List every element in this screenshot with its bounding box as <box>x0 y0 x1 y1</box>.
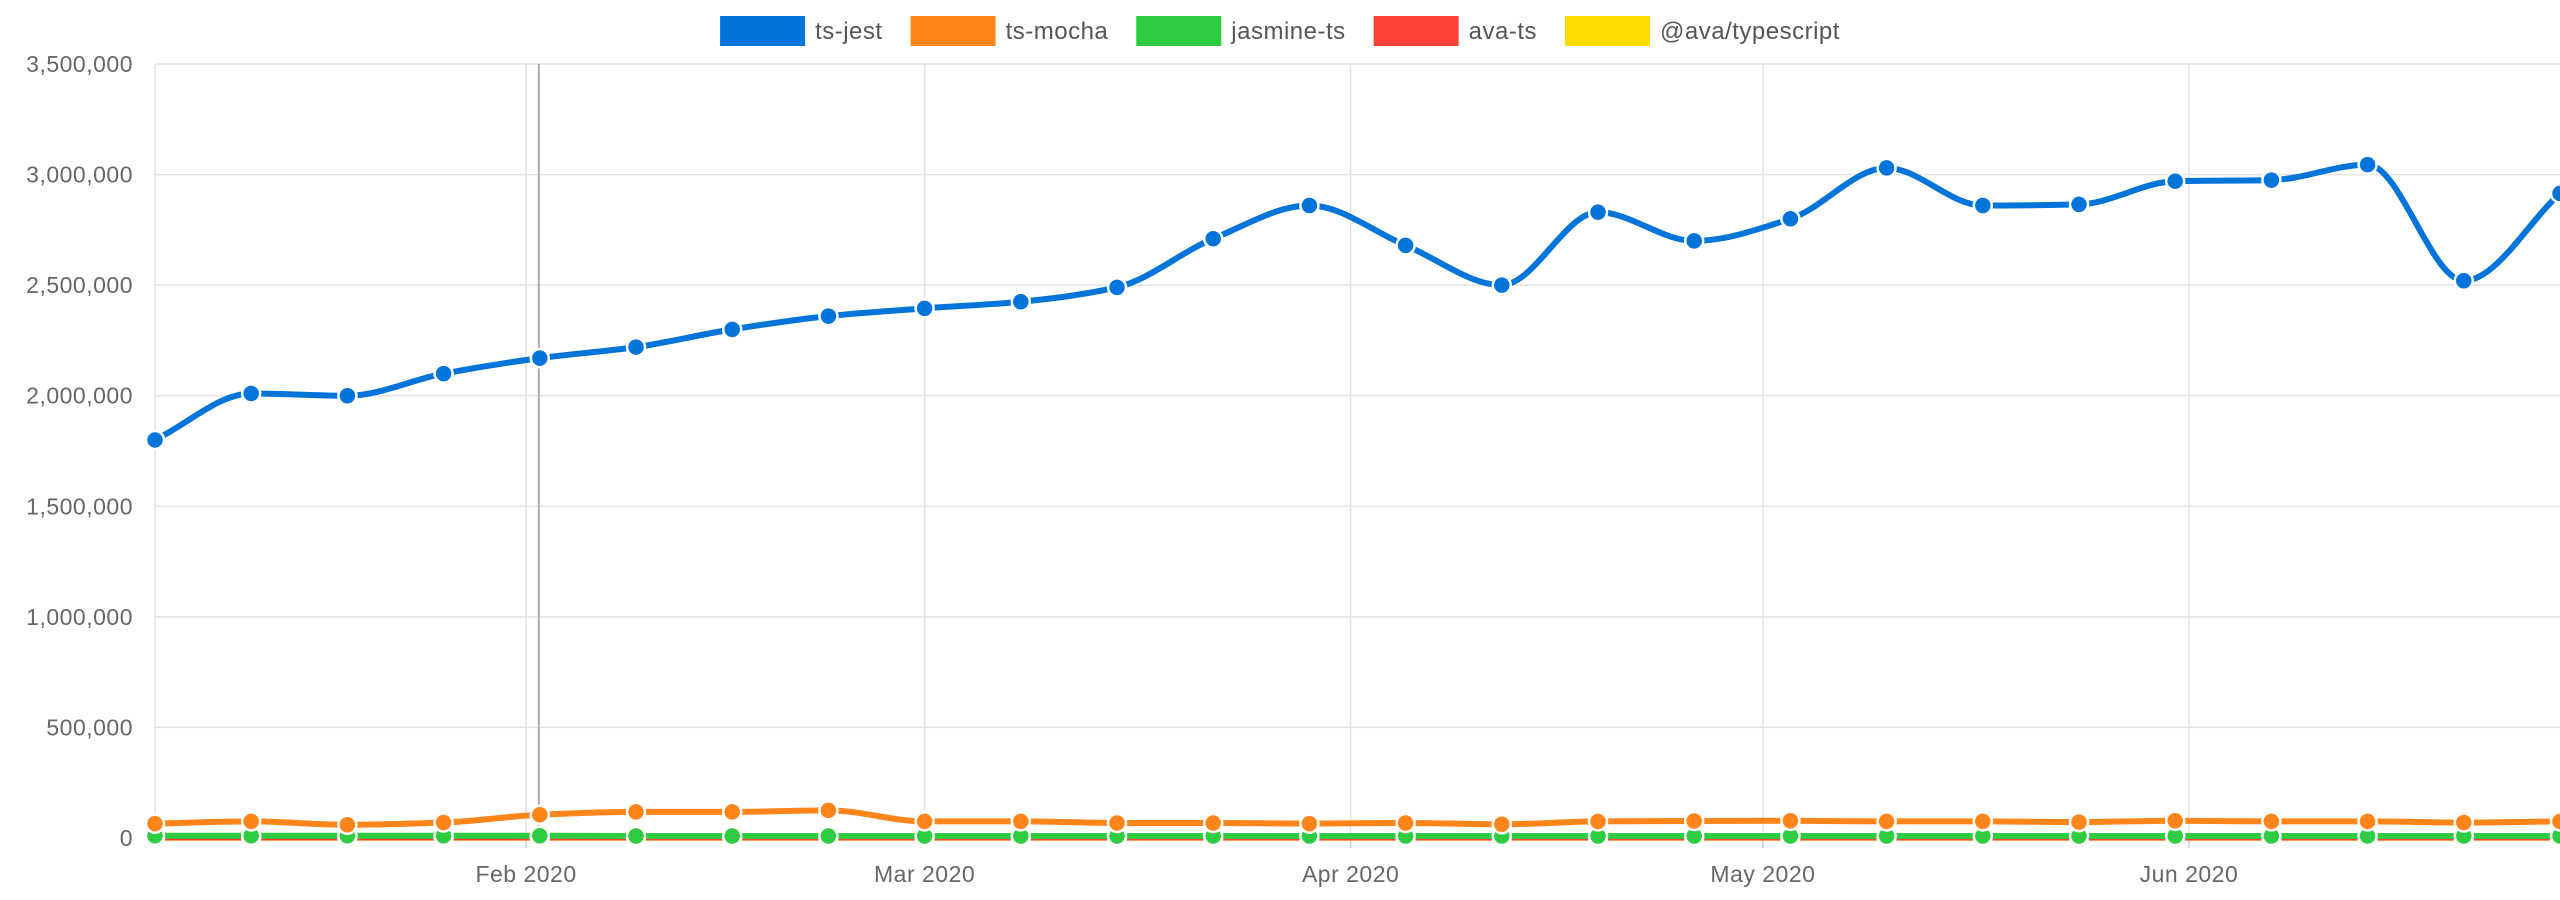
legend-swatch <box>1564 16 1650 46</box>
data-point[interactable] <box>337 814 358 835</box>
legend-label: @ava/typescript <box>1660 18 1840 45</box>
legend-item-ava-typescript[interactable]: @ava/typescript <box>1564 16 1840 46</box>
data-point[interactable] <box>337 385 358 406</box>
data-point[interactable] <box>1395 235 1416 256</box>
data-point[interactable] <box>2549 183 2560 204</box>
data-point[interactable] <box>1299 195 1320 216</box>
series-line <box>152 161 2560 443</box>
y-tick-label: 1,500,000 <box>26 493 133 519</box>
data-point[interactable] <box>1876 811 1897 832</box>
series-jasmine-ts <box>144 825 2560 847</box>
legend-swatch <box>1373 16 1459 46</box>
data-point[interactable] <box>1010 291 1032 312</box>
legend-swatch <box>910 16 996 46</box>
data-point[interactable] <box>1780 208 1801 230</box>
y-tick-label: 3,500,000 <box>26 51 133 77</box>
y-tick-label: 2,500,000 <box>26 272 133 298</box>
data-point[interactable] <box>625 825 647 847</box>
data-point[interactable] <box>1395 812 1416 834</box>
data-point[interactable] <box>1972 195 1994 216</box>
data-point[interactable] <box>2164 810 2186 832</box>
data-point[interactable] <box>818 825 839 847</box>
legend: ts-jest ts-mocha jasmine-ts ava-ts @ava/type… <box>720 16 1840 46</box>
series-line <box>152 807 2560 828</box>
data-point[interactable] <box>1202 228 1224 249</box>
axis-layer: 0 500,000 1,000,000 1,500,000 2,000,000 2,500… <box>26 51 2238 887</box>
data-point[interactable] <box>2357 154 2378 175</box>
data-point[interactable] <box>1106 277 1128 298</box>
data-point[interactable] <box>2453 812 2475 833</box>
data-point[interactable] <box>1202 812 1224 834</box>
data-point[interactable] <box>240 383 262 404</box>
y-tick-label: 0 <box>120 825 133 851</box>
x-tick-label: May 2020 <box>1710 861 1815 887</box>
data-point[interactable] <box>1010 811 1032 832</box>
data-point[interactable] <box>1780 810 1801 832</box>
legend-item-jasmine-ts[interactable]: jasmine-ts <box>1136 16 1345 46</box>
data-point[interactable] <box>2261 169 2282 191</box>
data-point[interactable] <box>240 811 262 832</box>
data-point[interactable] <box>1587 811 1609 832</box>
data-point[interactable] <box>433 812 454 833</box>
y-tick-label: 3,000,000 <box>26 162 133 188</box>
grid-layer <box>154 63 2560 848</box>
data-point[interactable] <box>1106 812 1128 834</box>
data-point[interactable] <box>2261 811 2282 832</box>
data-point[interactable] <box>914 298 935 319</box>
data-point[interactable] <box>1491 814 1513 835</box>
legend-swatch <box>720 16 806 46</box>
x-tick-label: Apr 2020 <box>1302 861 1399 887</box>
data-point[interactable] <box>529 804 551 826</box>
legend-swatch <box>1136 16 1222 46</box>
data-point[interactable] <box>2453 270 2475 291</box>
data-point[interactable] <box>721 801 743 823</box>
data-point[interactable] <box>1491 274 1513 296</box>
data-point[interactable] <box>721 825 743 847</box>
data-point[interactable] <box>2549 811 2560 832</box>
y-tick-label: 500,000 <box>46 714 133 740</box>
data-point[interactable] <box>1683 810 1705 832</box>
x-tick-label: Feb 2020 <box>475 861 576 887</box>
data-point[interactable] <box>144 429 166 451</box>
data-point[interactable] <box>818 800 839 821</box>
data-point[interactable] <box>1972 811 1994 832</box>
legend-label: ava-ts <box>1469 18 1537 45</box>
legend-label: ts-mocha <box>1006 18 1109 45</box>
data-point[interactable] <box>1299 813 1320 834</box>
data-point[interactable] <box>2164 170 2186 192</box>
data-point[interactable] <box>529 825 551 847</box>
data-point[interactable] <box>144 813 166 834</box>
data-point[interactable] <box>1587 201 1609 223</box>
legend-item-ts-mocha[interactable]: ts-mocha <box>910 16 1109 46</box>
series-layer <box>144 154 2560 849</box>
data-point[interactable] <box>2549 825 2560 847</box>
data-point[interactable] <box>433 363 454 384</box>
data-point[interactable] <box>625 336 647 358</box>
data-point[interactable] <box>1876 157 1897 179</box>
x-tick-label: Jun 2020 <box>2140 861 2239 887</box>
data-point[interactable] <box>1683 230 1705 252</box>
legend-item-ts-jest[interactable]: ts-jest <box>720 16 883 46</box>
data-point[interactable] <box>914 811 935 832</box>
data-point[interactable] <box>2068 194 2090 215</box>
legend-label: jasmine-ts <box>1230 18 1345 45</box>
data-point[interactable] <box>625 801 647 823</box>
data-point[interactable] <box>818 305 839 327</box>
data-point[interactable] <box>721 319 743 340</box>
y-tick-label: 2,000,000 <box>26 383 133 409</box>
data-point[interactable] <box>2068 811 2090 833</box>
data-point[interactable] <box>529 347 551 369</box>
x-tick-label: Mar 2020 <box>874 861 975 887</box>
y-tick-label: 1,000,000 <box>26 604 133 630</box>
data-point[interactable] <box>2357 811 2378 832</box>
series-ts-jest <box>144 154 2560 451</box>
series-ts-mocha <box>144 800 2560 835</box>
legend-item-ava-ts[interactable]: ava-ts <box>1373 16 1537 46</box>
legend-label: ts-jest <box>815 18 883 45</box>
